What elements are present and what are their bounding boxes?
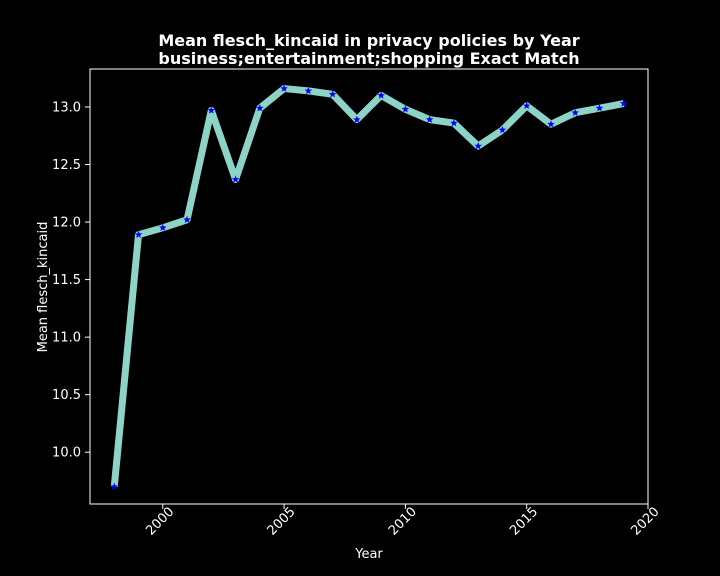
data-point (571, 108, 580, 116)
y-tick-label: 11.0 (52, 331, 81, 346)
y-tick-label: 10.0 (52, 446, 81, 461)
data-point (110, 482, 119, 490)
y-tick-label: 10.5 (52, 388, 81, 403)
data-point (231, 175, 240, 183)
data-point (450, 119, 458, 127)
data-point (280, 84, 288, 92)
data-point (425, 115, 434, 123)
data-point (353, 115, 361, 123)
data-point (158, 223, 167, 232)
x-axis-label: Year (354, 547, 383, 562)
data-point (256, 104, 264, 112)
data-point (328, 90, 337, 98)
data-point (401, 105, 410, 113)
data-point (498, 125, 507, 134)
y-tick-label: 12.5 (52, 158, 81, 173)
series-line (110, 85, 625, 488)
data-point (377, 91, 385, 99)
y-axis: 10.0 10.5 11.0 11.5 12.0 12.5 13.0 (52, 100, 90, 461)
data-point (304, 86, 313, 95)
data-point (619, 99, 628, 107)
data-point (522, 101, 531, 110)
data-point (207, 106, 216, 114)
y-axis-label: Mean flesch_kincaid (36, 222, 51, 353)
chart-subtitle: business;entertainment;shopping Exact Ma… (158, 49, 579, 68)
y-tick-label: 11.5 (52, 273, 81, 288)
y-tick-label: 13.0 (52, 100, 81, 115)
series-layer (110, 84, 628, 490)
data-point (595, 104, 604, 112)
data-point (134, 230, 143, 238)
chart-title: Mean flesch_kincaid in privacy policies … (158, 31, 579, 50)
y-tick-label: 12.0 (52, 216, 81, 231)
data-point (547, 120, 555, 128)
data-point (474, 142, 482, 150)
plot-frame (89, 68, 649, 505)
data-point (183, 215, 191, 223)
